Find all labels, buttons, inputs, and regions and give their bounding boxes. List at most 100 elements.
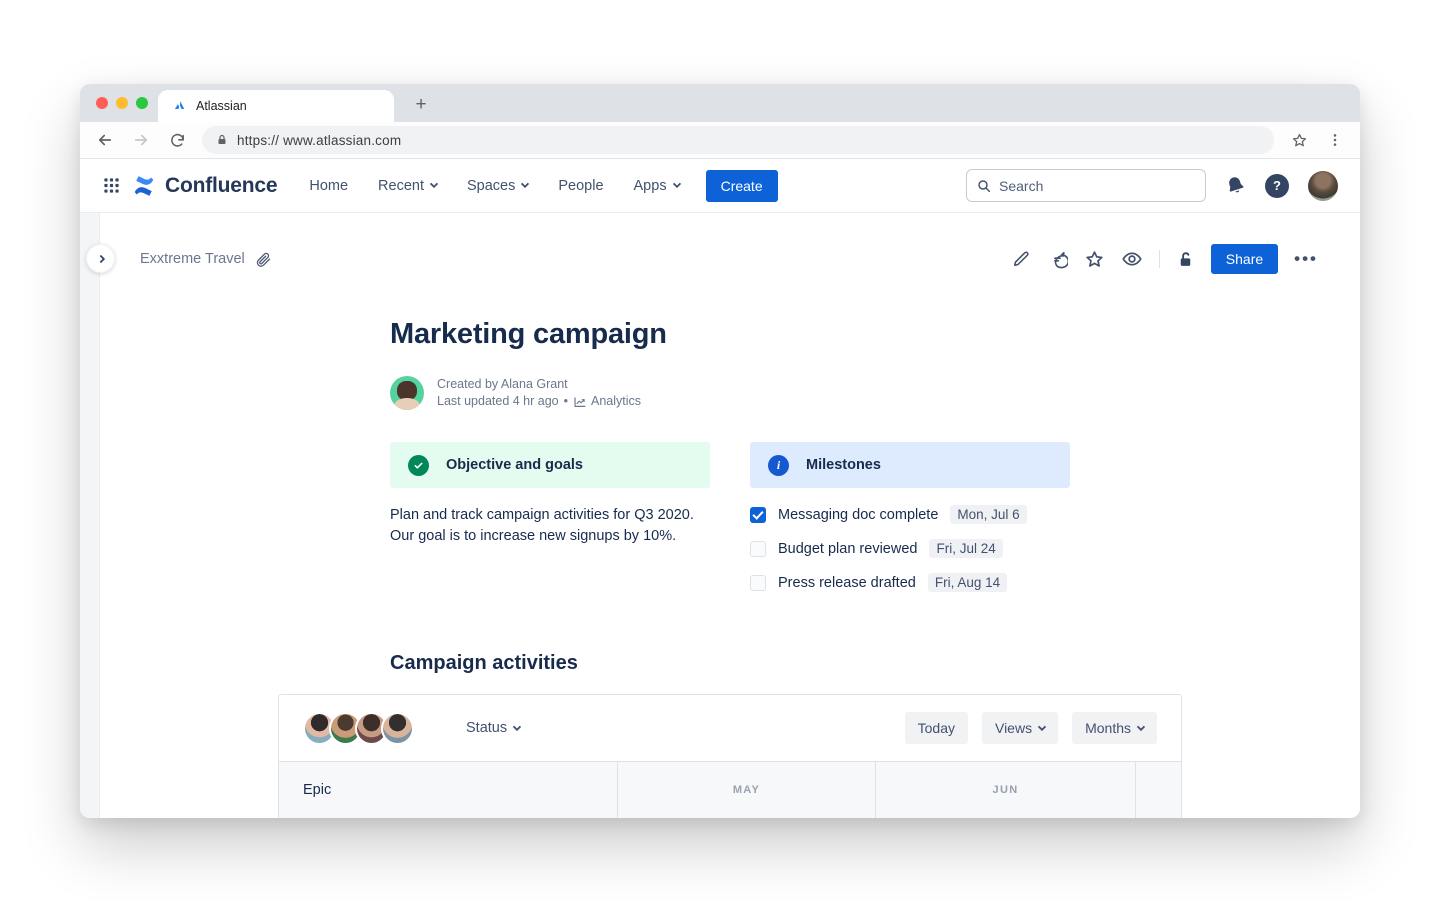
chevron-down-icon [672, 179, 681, 189]
chevron-down-icon [1037, 722, 1047, 731]
milestone-item: Budget plan reviewed Fri, Jul 24 [750, 539, 1090, 558]
collapsed-sidebar [80, 213, 100, 818]
assignee-avatars[interactable] [303, 711, 414, 745]
page-title: Marketing campaign [390, 318, 667, 350]
milestone-item: Messaging doc complete Mon, Jul 6 [750, 505, 1090, 524]
status-dropdown[interactable]: Status [466, 720, 522, 736]
byline-updated: Last updated 4 hr ago [437, 394, 559, 408]
search-icon [976, 178, 992, 194]
maximize-window-button[interactable] [136, 97, 148, 109]
divider [1158, 250, 1160, 268]
search-input[interactable] [999, 177, 1196, 194]
create-button[interactable]: Create [705, 169, 778, 202]
https-lock-icon [216, 134, 228, 146]
objective-panel-title: Objective and goals [446, 457, 583, 473]
app-switcher-icon[interactable] [102, 176, 121, 195]
objective-panel: Objective and goals [390, 442, 710, 488]
url-text: https:// www.atlassian.com [237, 132, 402, 148]
new-tab-button[interactable]: + [415, 94, 427, 115]
author-avatar[interactable] [390, 376, 424, 410]
chevron-down-icon [512, 722, 522, 731]
months-dropdown[interactable]: Months [1072, 712, 1157, 744]
check-circle-icon [408, 454, 429, 476]
nav-item-spaces[interactable]: Spaces [467, 178, 530, 194]
confluence-logo-icon [131, 173, 157, 199]
panels-body: Plan and track campaign activities for Q… [390, 505, 1182, 607]
reload-button[interactable] [166, 129, 188, 151]
expand-sidebar-button[interactable] [86, 244, 115, 273]
more-actions-icon[interactable]: ••• [1294, 249, 1318, 268]
address-bar: https:// www.atlassian.com [80, 122, 1360, 159]
page-actions: Share ••• [1011, 244, 1318, 274]
checkbox-unchecked[interactable] [750, 540, 766, 557]
analytics-chart-icon [574, 396, 586, 407]
share-button[interactable]: Share [1210, 244, 1279, 274]
browser-tab[interactable]: Atlassian [158, 90, 394, 122]
favorite-star-icon[interactable] [1084, 249, 1105, 270]
byline-created: Created by Alana Grant [437, 377, 568, 391]
roadmap-buttons: Today Views Months [904, 712, 1157, 744]
milestones-checklist: Messaging doc complete Mon, Jul 6 Budget… [750, 505, 1090, 607]
page-area: Exxtreme Travel [80, 213, 1360, 818]
product-name: Confluence [165, 173, 278, 197]
page-toolbar: Exxtreme Travel [80, 213, 1360, 274]
forward-button[interactable] [130, 129, 152, 151]
month-header-jun: JUN [992, 784, 1019, 796]
milestone-item: Press release drafted Fri, Aug 14 [750, 573, 1090, 592]
checkbox-unchecked[interactable] [750, 574, 766, 591]
help-icon[interactable]: ? [1265, 173, 1289, 198]
epic-column-header: Epic [303, 782, 332, 798]
checkbox-checked[interactable] [750, 506, 766, 523]
today-button[interactable]: Today [904, 712, 968, 744]
nav-item-apps[interactable]: Apps [634, 178, 681, 194]
nav-item-recent[interactable]: Recent [378, 178, 439, 194]
bookmark-star-icon[interactable] [1288, 129, 1310, 151]
tab-title: Atlassian [196, 99, 247, 113]
milestones-panel: i Milestones [750, 442, 1070, 488]
date-lozenge[interactable]: Mon, Jul 6 [950, 505, 1027, 524]
nav-right: ? [966, 169, 1338, 202]
notifications-bell-icon[interactable] [1222, 172, 1248, 198]
user-avatar[interactable] [1308, 170, 1338, 201]
edit-pencil-icon[interactable] [1011, 249, 1031, 269]
window-controls [96, 97, 148, 109]
date-lozenge[interactable]: Fri, Aug 14 [927, 573, 1008, 592]
byline-separator: • [563, 394, 569, 408]
status-panels: Objective and goals i Milestones [390, 442, 1182, 488]
chevron-down-icon [1136, 722, 1146, 731]
analytics-link[interactable]: Analytics [573, 393, 641, 410]
tab-strip: Atlassian + [80, 84, 1360, 122]
nav-item-people[interactable]: People [558, 177, 604, 194]
breadcrumb[interactable]: Exxtreme Travel [140, 251, 245, 267]
attachment-paperclip-icon[interactable] [255, 251, 272, 268]
date-lozenge[interactable]: Fri, Jul 24 [929, 539, 1003, 558]
confluence-nav: Confluence Home Recent Spaces People App… [80, 159, 1360, 213]
roadmap-panel: Status Today Views Months Epic MAY JUN [278, 694, 1182, 818]
avatar[interactable] [381, 711, 414, 745]
milestones-panel-title: Milestones [806, 457, 881, 473]
chevron-right-icon [96, 254, 105, 263]
info-circle-icon: i [768, 454, 789, 476]
comment-icon[interactable] [1047, 249, 1068, 270]
watch-eye-icon[interactable] [1121, 248, 1143, 270]
unlocked-padlock-icon[interactable] [1176, 250, 1195, 269]
byline: Created by Alana Grant Last updated 4 hr… [390, 376, 1182, 410]
objective-body: Plan and track campaign activities for Q… [390, 507, 694, 544]
close-window-button[interactable] [96, 97, 108, 109]
month-header-may: MAY [732, 784, 761, 796]
roadmap-toolbar: Status Today Views Months [279, 695, 1181, 761]
browser-menu-icon[interactable] [1324, 129, 1346, 151]
browser-window: Atlassian + https:// www.atlassian.com [80, 84, 1360, 818]
chevron-down-icon [429, 179, 439, 189]
url-field[interactable]: https:// www.atlassian.com [202, 126, 1274, 154]
page-content: Marketing campaign Created by Alana Gran… [278, 318, 1182, 818]
minimize-window-button[interactable] [116, 97, 128, 109]
section-heading: Campaign activities [390, 652, 578, 674]
chevron-down-icon [521, 179, 530, 189]
back-button[interactable] [94, 129, 116, 151]
nav-links: Home Recent Spaces People Apps [309, 177, 681, 194]
views-dropdown[interactable]: Views [981, 712, 1059, 744]
search-box[interactable] [966, 169, 1206, 202]
nav-item-home[interactable]: Home [309, 177, 349, 194]
confluence-logo[interactable]: Confluence [131, 173, 278, 199]
